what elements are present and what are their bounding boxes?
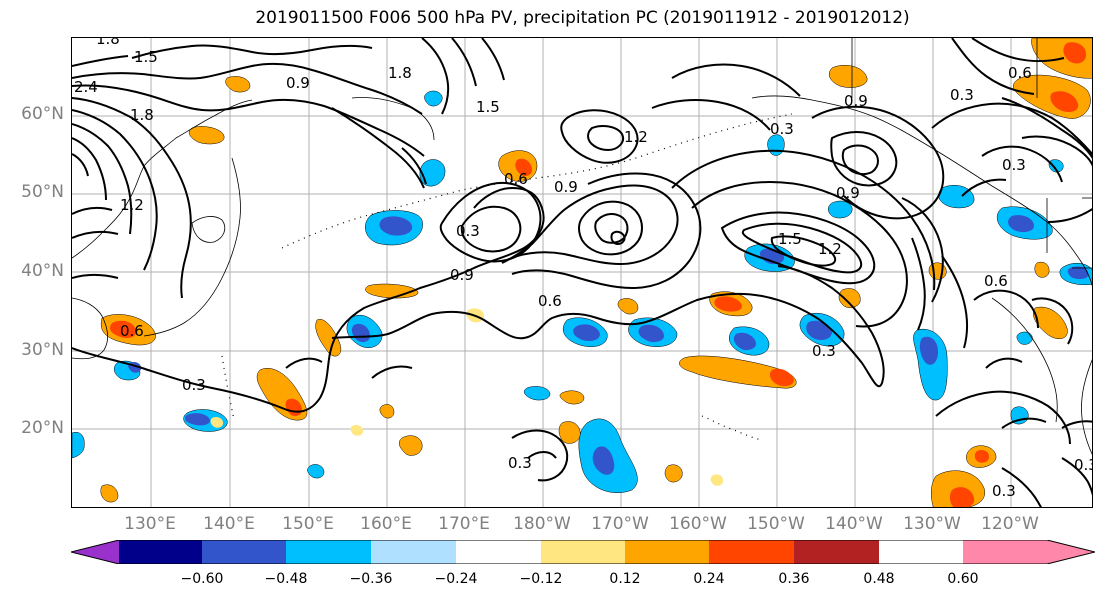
colorbar-segment [202, 540, 286, 564]
contour-label: 0.3 [992, 482, 1016, 500]
contour-label: 1.2 [624, 128, 648, 146]
colorbar-segment [286, 540, 371, 564]
contour-label: 0.6 [984, 272, 1008, 290]
contour-label: 2.4 [74, 78, 98, 96]
colorbar-tick-label: 0.12 [609, 571, 641, 587]
colorbar-tick-label: −0.36 [349, 571, 393, 587]
colorbar [71, 540, 1095, 564]
lon-label: 140°W [825, 514, 883, 534]
contour-label: 0.3 [1002, 156, 1026, 174]
contour-label: 1.8 [96, 38, 120, 48]
colorbar-segment [625, 540, 709, 564]
contour-label: 0.6 [120, 322, 144, 340]
colorbar-tick-label: −0.24 [434, 571, 478, 587]
contour-label: 0.9 [836, 184, 860, 202]
lon-label: 130°W [903, 514, 961, 534]
contour-labels: 1.8 1.5 2.4 0.9 1.8 1.2 1.5 0.6 0.9 1.2 … [74, 38, 1093, 500]
contour-label: 0.3 [812, 342, 836, 360]
colorbar-extension-high [1047, 540, 1095, 564]
pv-contours [72, 38, 1092, 507]
lon-label: 170°W [591, 514, 649, 534]
colorbar-tick-label: 0.48 [863, 571, 895, 587]
lon-label: 130°E [124, 514, 176, 534]
contour-label: 0.3 [508, 454, 532, 472]
contour-label: 0.6 [504, 170, 528, 188]
lon-label: 150°E [282, 514, 334, 534]
lon-label: 140°E [203, 514, 255, 534]
lon-label: 160°E [360, 514, 412, 534]
lon-label: 150°W [747, 514, 805, 534]
contour-label: 0.3 [182, 376, 206, 394]
contour-label: 0.6 [538, 292, 562, 310]
map-svg: 1.8 1.5 2.4 0.9 1.8 1.2 1.5 0.6 0.9 1.2 … [72, 38, 1093, 507]
colorbar-segment [963, 540, 1047, 564]
contour-label: 1.8 [130, 106, 154, 124]
lat-label-30n: 30°N [21, 340, 64, 360]
colorbar-tick-label: 0.24 [693, 571, 725, 587]
contour-label: 1.2 [818, 240, 842, 258]
colorbar-tick-label: −0.12 [519, 571, 563, 587]
contour-label: 1.2 [120, 196, 144, 214]
contour-label: 0.3 [1074, 456, 1093, 474]
island-chain [221, 113, 793, 441]
contour-label: 0.9 [450, 266, 474, 284]
colorbar-tick-label: 0.36 [778, 571, 810, 587]
colorbar-segment [794, 540, 879, 564]
lat-label-40n: 40°N [21, 261, 64, 281]
lon-label: 170°E [438, 514, 490, 534]
colorbar-tick-label: 0.60 [947, 571, 979, 587]
contour-label: 0.3 [456, 222, 480, 240]
lon-label: 180°W [513, 514, 571, 534]
contour-label: 0.9 [844, 92, 868, 110]
lat-label-50n: 50°N [21, 182, 64, 202]
colorbar-segment [709, 540, 794, 564]
contour-label: 0.9 [286, 74, 310, 92]
lat-label-20n: 20°N [21, 418, 64, 438]
colorbar-segment [119, 540, 202, 564]
contour-label: 0.6 [1008, 64, 1032, 82]
contour-label: 1.5 [476, 98, 500, 116]
colorbar-segment [456, 540, 541, 564]
lon-label: 160°W [669, 514, 727, 534]
precipitation-shading [72, 38, 1092, 507]
colorbar-tick-label: −0.48 [264, 571, 308, 587]
colorbar-tick-label: −0.60 [180, 571, 224, 587]
contour-label: 1.8 [388, 64, 412, 82]
contour-label: 1.5 [778, 230, 802, 248]
contour-label: 0.3 [770, 120, 794, 138]
colorbar-segment [371, 540, 456, 564]
colorbar-segment [541, 540, 625, 564]
contour-label: 0.3 [950, 86, 974, 104]
map-panel: 1.8 1.5 2.4 0.9 1.8 1.2 1.5 0.6 0.9 1.2 … [71, 37, 1093, 508]
contour-label: 1.5 [134, 48, 158, 66]
lon-label: 120°W [981, 514, 1039, 534]
colorbar-extension-low [71, 540, 119, 564]
map-title: 2019011500 F006 500 hPa PV, precipitatio… [255, 8, 910, 28]
contour-label: 0.9 [554, 178, 578, 196]
lat-label-60n: 60°N [21, 104, 64, 124]
